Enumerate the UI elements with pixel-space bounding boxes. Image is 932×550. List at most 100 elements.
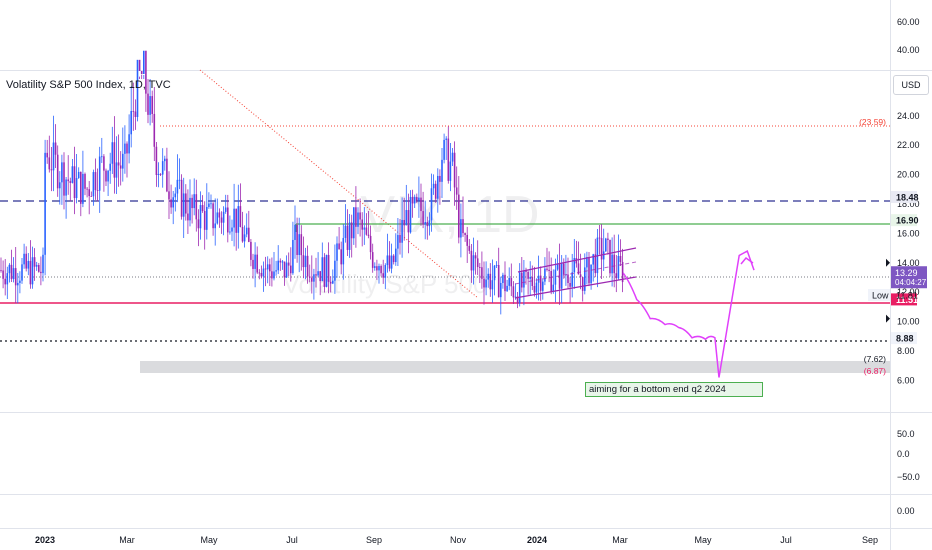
channel-lower-line[interactable] — [514, 276, 637, 299]
candle-body — [111, 142, 114, 164]
candle-body — [212, 203, 214, 229]
candle-body — [262, 268, 265, 277]
candle-body — [176, 179, 179, 194]
candle-body — [479, 267, 481, 268]
candle-body — [357, 212, 359, 227]
candle-body — [306, 255, 309, 277]
candle-body — [119, 165, 122, 169]
candles-group[interactable] — [0, 50, 624, 315]
candle-body — [21, 264, 23, 281]
candle-body — [84, 173, 86, 189]
candle-body — [25, 253, 27, 269]
candle-body — [458, 194, 460, 238]
candle-body — [584, 267, 586, 291]
time-tick-label: Sep — [366, 535, 382, 545]
candle-body — [23, 253, 25, 265]
candle-body — [418, 197, 420, 201]
candle-body — [560, 263, 563, 289]
candle-body — [241, 226, 244, 242]
candle-body — [508, 277, 510, 286]
price-scale[interactable]: 6.00 8.00 10.00 12.00 14.00 16.00 18.00 20.00 22… — [897, 17, 920, 385]
candle-body — [514, 296, 517, 298]
candle-body — [313, 274, 315, 282]
candle-body — [227, 207, 229, 233]
candle-body — [161, 161, 164, 175]
candle-body — [590, 264, 592, 284]
time-tick-label: Jul — [286, 535, 298, 545]
candle-body — [19, 280, 21, 283]
candle-body — [516, 296, 519, 304]
candle-body — [346, 225, 349, 250]
candle-body — [344, 225, 347, 238]
candle-body — [170, 199, 172, 208]
candle-body — [542, 281, 544, 291]
candle-body — [136, 59, 139, 117]
candle-body — [617, 255, 620, 279]
candle-body — [512, 286, 515, 298]
candle-body — [229, 231, 231, 233]
candle-body — [233, 208, 235, 228]
candle-body — [292, 239, 294, 274]
candle-body — [386, 255, 389, 266]
candle-body — [521, 272, 523, 288]
candle-body — [10, 264, 13, 280]
candle-body — [378, 266, 380, 271]
candle-body — [35, 264, 38, 267]
candle-body — [172, 197, 174, 208]
candle-body — [210, 203, 212, 205]
candle-body — [27, 260, 30, 269]
candle-body — [273, 271, 275, 279]
candle-body — [33, 257, 36, 267]
candle-body — [332, 280, 334, 284]
support-zone[interactable] — [140, 361, 890, 373]
candle-body — [256, 254, 258, 273]
candle-body — [298, 234, 300, 255]
candle-body — [304, 255, 307, 268]
candle-body — [430, 188, 433, 221]
time-tick-label: May — [200, 535, 218, 545]
candle-body — [109, 163, 111, 171]
candle-body — [586, 257, 588, 268]
candle-body — [531, 276, 534, 287]
candle-body — [533, 286, 536, 293]
candle-body — [495, 265, 498, 266]
candle-body — [342, 237, 345, 265]
candle-body — [40, 271, 42, 274]
candle-body — [302, 255, 305, 268]
candle-body — [411, 196, 414, 204]
candle-body — [29, 260, 32, 285]
candle-body — [180, 179, 183, 217]
channel-upper-line[interactable] — [517, 247, 637, 273]
candle-body — [134, 111, 137, 117]
candle-body — [245, 227, 248, 235]
low-value-label: 11.81 — [896, 290, 918, 300]
candle-body — [258, 272, 261, 274]
candle-body — [115, 162, 118, 178]
price-tick-label: 20.00 — [897, 170, 920, 180]
candle-body — [82, 173, 84, 204]
candle-body — [380, 266, 382, 274]
candle-body — [73, 166, 76, 199]
time-tick-label: 2024 — [527, 535, 547, 545]
candle-body — [145, 50, 147, 94]
last-price-label: 13.29 — [895, 268, 918, 278]
annotation-box[interactable]: aiming for a bottom end q2 2024 — [585, 382, 763, 397]
candle-body — [434, 183, 437, 199]
candle-body — [428, 220, 431, 227]
candle-body — [42, 254, 44, 274]
candle-body — [287, 262, 290, 266]
candle-body — [130, 111, 132, 135]
candle-body — [413, 197, 416, 204]
oscillator-pane[interactable]: 50.0 0.0 −50.0 0.00 — [897, 429, 920, 516]
projection-path[interactable] — [622, 249, 755, 378]
currency-button[interactable]: USD — [893, 75, 929, 95]
candle-body — [579, 274, 582, 278]
candle-body — [334, 260, 336, 281]
candle-body — [77, 171, 80, 179]
candle-body — [523, 270, 525, 288]
time-axis[interactable]: 2023 Mar May Jul Sep Nov 2024 Mar May Jul Sep — [35, 535, 878, 545]
candle-body — [539, 275, 542, 291]
low-tag — [868, 288, 890, 301]
candle-body — [548, 269, 550, 272]
